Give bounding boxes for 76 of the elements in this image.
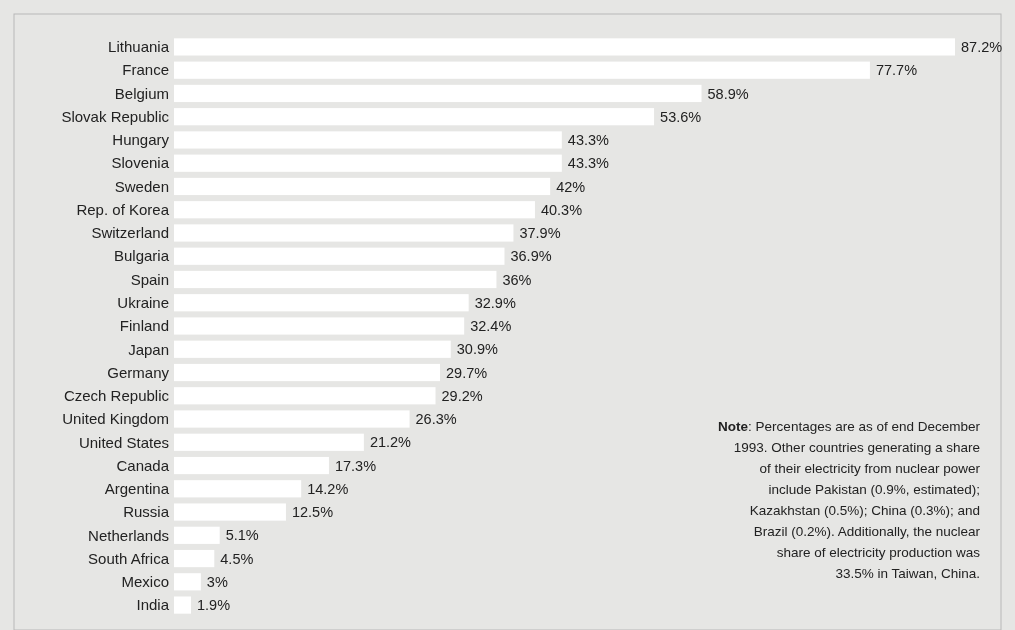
bar: [174, 294, 469, 312]
y-tick-label: Switzerland: [91, 224, 169, 242]
y-tick-label: Finland: [119, 317, 169, 335]
data-label: 5.1%: [225, 527, 259, 544]
y-tick-label: Ukraine: [117, 293, 169, 311]
bar: [174, 247, 505, 265]
bar: [174, 317, 465, 335]
bar: [174, 131, 562, 149]
data-label: 4.5%: [220, 550, 254, 567]
data-label: 29.2%: [441, 387, 483, 404]
data-label: 17.3%: [334, 457, 377, 474]
data-label: 3%: [206, 573, 228, 590]
data-label: 12.5%: [291, 504, 334, 521]
data-label: 42%: [556, 178, 586, 195]
data-label: 40.3%: [540, 201, 583, 218]
y-tick-label: Slovenia: [111, 154, 170, 172]
bar: [174, 573, 201, 591]
bar: [174, 387, 436, 405]
y-tick-label: France: [122, 61, 169, 79]
y-tick-label: Sweden: [114, 177, 169, 195]
bar: [174, 363, 441, 382]
y-tick-label: Spain: [130, 270, 169, 288]
y-tick-label: Lithuania: [108, 38, 170, 56]
y-tick-label: Russia: [123, 503, 170, 521]
bar: [174, 480, 302, 498]
bar: [174, 201, 535, 219]
data-label: 32.9%: [474, 294, 516, 311]
bar: [174, 596, 192, 614]
data-label: 87.2%: [961, 39, 1003, 56]
data-label: 29.7%: [446, 364, 488, 381]
data-label: 26.3%: [415, 411, 457, 428]
y-tick-label: Hungary: [112, 131, 170, 149]
data-label: 77.7%: [875, 62, 918, 79]
y-tick-label: Slovak Republic: [61, 107, 170, 125]
bar: [174, 526, 220, 544]
bar: [174, 433, 364, 451]
bar: [174, 61, 870, 79]
bar: [174, 340, 451, 358]
y-tick-label: Belgium: [114, 84, 169, 102]
y-tick-label: Canada: [116, 456, 170, 474]
y-tick-label: Germany: [107, 363, 170, 381]
y-tick-label: India: [136, 596, 170, 614]
data-label: 53.6%: [660, 108, 702, 125]
y-tick-label: Argentina: [104, 480, 170, 498]
bar: [174, 108, 655, 126]
y-tick-label: Czech Republic: [63, 387, 170, 405]
bar: [174, 177, 551, 196]
y-tick-label: Bulgaria: [113, 247, 170, 265]
bar: [174, 410, 410, 428]
bar: [174, 154, 562, 172]
data-label: 43.3%: [567, 132, 610, 149]
data-label: 36.9%: [510, 248, 552, 265]
bar: [174, 224, 514, 242]
text: Note: Percentages are as of end December 1993. Other countries generating a share of their electricity from nuclear power include Pakistan (0.9%, estimated); Kazakhstan (0.5%); China (0.3%); and Brazil (0.2%). Additionally, the nuclear share of electricity production was 33.5% in Taiwan, China.: [718, 419, 980, 581]
data-label: 32.4%: [470, 318, 512, 335]
data-label: 21.2%: [369, 434, 412, 451]
data-label: 14.2%: [307, 480, 349, 497]
bar: [174, 549, 215, 568]
y-tick-label: Japan: [128, 340, 169, 358]
y-tick-label: United Kingdom: [62, 410, 169, 428]
data-label: 30.9%: [456, 341, 498, 358]
y-tick-label: Rep. of Korea: [76, 200, 170, 218]
y-tick-label: United States: [78, 433, 169, 451]
data-label: 1.9%: [197, 597, 231, 614]
data-label: 58.9%: [707, 85, 749, 102]
data-label: 43.3%: [567, 155, 610, 172]
data-label: 36%: [502, 271, 532, 288]
bar: [174, 84, 702, 103]
bar: [174, 503, 286, 521]
data-label: 37.9%: [519, 225, 561, 242]
bar: [174, 38, 955, 56]
y-tick-label: Mexico: [121, 573, 169, 591]
y-tick-label: Netherlands: [88, 526, 169, 544]
bar: [174, 270, 497, 289]
bar: [174, 456, 329, 475]
y-tick-label: South Africa: [88, 549, 170, 567]
